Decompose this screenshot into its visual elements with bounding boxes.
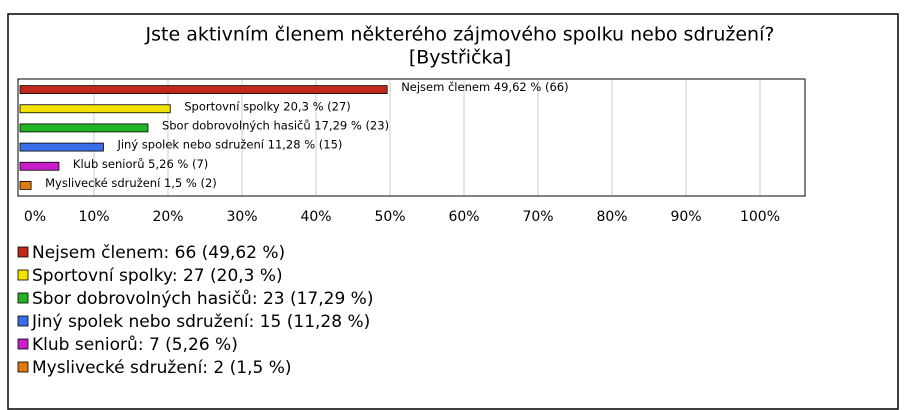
x-tick-label: 40% [300,209,331,225]
x-tick-label: 0% [24,209,46,225]
bar-label: Sbor dobrovolných hasičů 17,29 % (23) [162,118,389,132]
x-tick-label: 90% [670,209,701,225]
x-tick-label: 100% [740,209,780,225]
bar-label: Klub seniorů 5,26 % (7) [73,157,208,171]
legend-swatch [17,292,29,304]
legend-swatch [17,269,29,281]
plot-area [17,78,806,197]
x-tick-label: 30% [226,209,257,225]
chart-subtitle: [Bystřička] [409,47,511,69]
bar-label: Jiný spolek nebo sdružení 11,28 % (15) [116,138,342,152]
legend-label: Sbor dobrovolných hasičů: 23 (17,29 %) [32,289,373,309]
frame [7,13,899,410]
x-tick-label: 80% [596,209,627,225]
chart-title: Jste aktivním členem některého zájmového… [145,24,775,46]
legend-swatch [17,338,29,350]
bar [19,123,149,133]
bar [19,85,388,94]
legend-label: Klub seniorů: 7 (5,26 %) [32,335,238,355]
bar [19,161,60,171]
legend-swatch [17,246,29,258]
bar [19,181,32,190]
legend-swatch [17,361,29,373]
legend-swatch [17,315,29,327]
x-tick-label: 70% [522,209,553,225]
bar [19,142,104,152]
bar [19,104,171,114]
legend-label: Myslivecké sdružení: 2 (1,5 %) [32,358,292,378]
legend-label: Sportovní spolky: 27 (20,3 %) [32,266,283,286]
x-tick-label: 50% [374,209,405,225]
bar-label: Nejsem členem 49,62 % (66) [401,80,568,94]
x-tick-label: 60% [448,209,479,225]
x-tick-label: 10% [78,209,109,225]
legend-label: Nejsem členem: 66 (49,62 %) [32,243,285,263]
x-tick-label: 20% [152,209,183,225]
legend-label: Jiný spolek nebo sdružení: 15 (11,28 %) [31,312,370,332]
bar-label: Myslivecké sdružení 1,5 % (2) [45,176,217,190]
bar-label: Sportovní spolky 20,3 % (27) [184,99,351,113]
